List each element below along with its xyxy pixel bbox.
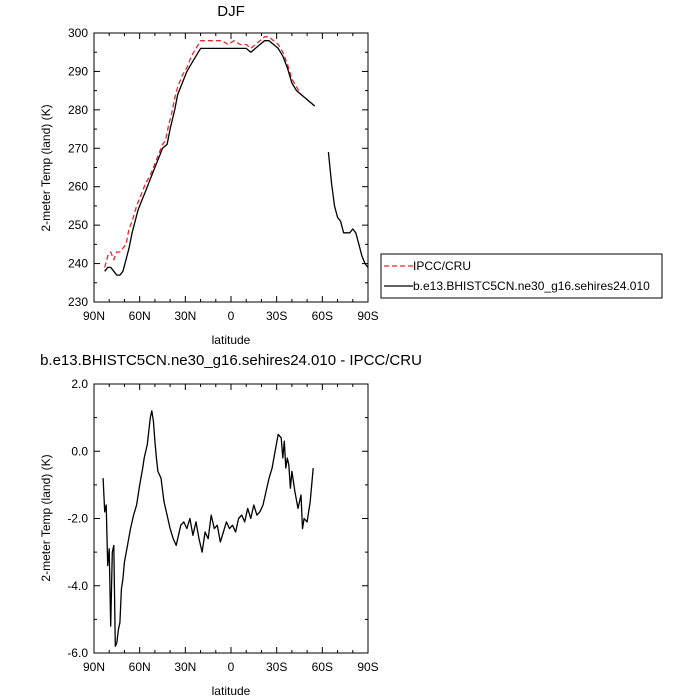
top-chart-title: DJF bbox=[217, 3, 245, 20]
bottom-chart-title: b.e13.BHISTC5CN.ne30_g16.sehires24.010 -… bbox=[40, 352, 422, 369]
top-x-tick-label: 90S bbox=[357, 309, 378, 323]
bottom-y-tick-label: -6.0 bbox=[67, 646, 88, 660]
bottom-x-tick-label: 0 bbox=[228, 660, 235, 674]
bottom-x-tick-label: 90S bbox=[357, 660, 378, 674]
legend-box bbox=[380, 253, 663, 299]
bottom-x-tick-label: 30S bbox=[266, 660, 287, 674]
top-x-tick-label: 60N bbox=[129, 309, 151, 323]
top-y-tick-label: 260 bbox=[68, 180, 88, 194]
legend: IPCC/CRU b.e13.BHISTC5CN.ne30_g16.sehire… bbox=[380, 253, 663, 299]
top-series-line-1 bbox=[327, 152, 369, 268]
top-y-tick-label: 230 bbox=[68, 295, 88, 309]
top-x-tick-label: 60S bbox=[312, 309, 333, 323]
top-y-tick-label: 290 bbox=[68, 64, 88, 78]
top-x-tick-label: 90N bbox=[83, 309, 105, 323]
top-y-tick-label: 250 bbox=[68, 218, 88, 232]
top-y-tick-label: 280 bbox=[68, 103, 88, 117]
bottom-chart-xlabel: latitude bbox=[212, 684, 251, 698]
top-y-tick-label: 300 bbox=[68, 26, 88, 40]
top-series-line-1 bbox=[104, 40, 316, 276]
top-series-line-0 bbox=[104, 36, 316, 268]
top-x-tick-label: 0 bbox=[228, 309, 235, 323]
top-plot-frame bbox=[93, 32, 369, 303]
bottom-x-tick-label: 60S bbox=[312, 660, 333, 674]
bottom-y-tick-label: -2.0 bbox=[67, 512, 88, 526]
bottom-chart: b.e13.BHISTC5CN.ne30_g16.sehires24.010 -… bbox=[39, 352, 422, 698]
top-x-tick-label: 30N bbox=[174, 309, 196, 323]
bottom-y-tick-label: 0.0 bbox=[71, 444, 88, 458]
bottom-y-tick-label: -4.0 bbox=[67, 579, 88, 593]
legend-label-ipcc-cru: IPCC/CRU bbox=[413, 259, 471, 273]
legend-label-model: b.e13.BHISTC5CN.ne30_g16.sehires24.010 bbox=[413, 279, 650, 293]
top-chart: DJF latitude 2-meter Temp (land) (K) 90N… bbox=[39, 3, 379, 347]
bottom-x-tick-label: 60N bbox=[129, 660, 151, 674]
bottom-series-line-0 bbox=[102, 410, 314, 647]
bottom-chart-ylabel: 2-meter Temp (land) (K) bbox=[39, 454, 53, 581]
bottom-y-tick-label: 2.0 bbox=[71, 377, 88, 391]
bottom-x-tick-label: 90N bbox=[83, 660, 105, 674]
top-chart-ylabel: 2-meter Temp (land) (K) bbox=[39, 104, 53, 231]
top-x-tick-label: 30S bbox=[266, 309, 287, 323]
bottom-plot-frame bbox=[93, 383, 369, 654]
top-y-tick-label: 240 bbox=[68, 257, 88, 271]
top-chart-xlabel: latitude bbox=[212, 333, 251, 347]
bottom-x-tick-label: 30N bbox=[174, 660, 196, 674]
top-y-tick-label: 270 bbox=[68, 141, 88, 155]
